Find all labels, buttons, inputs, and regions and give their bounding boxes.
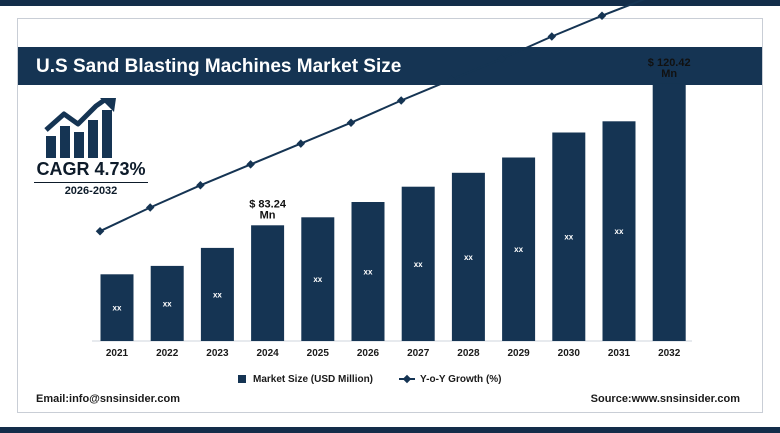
bar-label-2023: xx — [213, 290, 222, 299]
bar-2022 — [150, 265, 184, 341]
growth-line — [99, 0, 646, 233]
x-tick-label-2023: 2023 — [206, 348, 229, 359]
bar-2031 — [602, 121, 636, 341]
x-tick-label-2031: 2031 — [608, 348, 631, 359]
cagr-divider — [34, 182, 148, 183]
bar-label-2022: xx — [163, 300, 172, 309]
growth-point-2024 — [246, 160, 255, 169]
growth-point-2025 — [296, 139, 306, 148]
footer-email: Email:info@snsinsider.com — [36, 393, 180, 405]
bar-label-2029: xx — [514, 245, 523, 254]
x-tick-label-2032: 2032 — [658, 348, 681, 359]
bar-2024 — [251, 225, 285, 341]
bar-2026 — [351, 202, 385, 341]
legend: Market Size (USD Million) Y-o-Y Growth (… — [238, 372, 502, 386]
legend-item-growth: Y-o-Y Growth (%) — [420, 373, 502, 385]
top-band — [0, 0, 780, 6]
x-tick-label-2024: 2024 — [256, 348, 279, 359]
x-tick-label-2022: 2022 — [156, 348, 179, 359]
growth-point-2023 — [196, 181, 205, 190]
bar-label-2021: xx — [113, 304, 122, 313]
bar-2027 — [401, 186, 435, 341]
x-tick-label-2025: 2025 — [307, 348, 330, 359]
growth-point-2027 — [396, 96, 406, 105]
bar-label-2026: xx — [364, 268, 373, 277]
legend-item-market-size: Market Size (USD Million) — [253, 373, 374, 385]
bar-2023 — [200, 247, 234, 341]
growth-chart-icon — [44, 98, 116, 158]
bottom-band — [0, 427, 780, 433]
growth-point-2028 — [447, 75, 456, 84]
callout-value-2032: $ 120.42 — [648, 57, 691, 69]
bar-label-2030: xx — [564, 233, 573, 242]
callout-value-2024: $ 83.24 — [249, 198, 287, 210]
bar-label-2027: xx — [414, 260, 423, 269]
footer-source: Source:www.snsinsider.com — [590, 393, 740, 405]
title-bar: U.S Sand Blasting Machines Market Size — [18, 47, 762, 85]
x-tick-label-2026: 2026 — [357, 348, 380, 359]
callout-unit-2024: Mn — [260, 209, 276, 221]
growth-point-2026 — [346, 118, 356, 127]
x-tick-label-2027: 2027 — [407, 348, 430, 359]
x-tick-label-2021: 2021 — [106, 348, 129, 359]
bar-2029 — [502, 157, 536, 341]
growth-point-2021 — [95, 226, 105, 236]
cagr-block: CAGR 4.73% 2026-2032 — [28, 96, 158, 206]
chart-title: U.S Sand Blasting Machines Market Size — [36, 56, 402, 77]
bar-2021 — [100, 274, 134, 341]
growth-point-2029 — [497, 54, 506, 64]
growth-point-2031 — [597, 11, 607, 20]
legend-line-swatch — [399, 375, 416, 383]
bar-2028 — [451, 172, 485, 341]
growth-point-2022 — [145, 203, 155, 212]
cagr-period: 2026-2032 — [64, 185, 118, 197]
bar-2025 — [301, 217, 335, 341]
x-tick-label-2029: 2029 — [507, 348, 530, 359]
x-tick-label-2028: 2028 — [457, 348, 480, 359]
bar-label-2028: xx — [464, 253, 473, 262]
bar-label-2025: xx — [313, 275, 322, 284]
cagr-value: CAGR 4.73% — [36, 159, 146, 179]
x-tick-label-2030: 2030 — [558, 348, 581, 359]
bar-2032 — [652, 83, 686, 342]
bar-2030 — [552, 132, 586, 341]
legend-bar-swatch — [238, 375, 246, 383]
callout-unit-2032: Mn — [661, 68, 677, 80]
bar-label-2031: xx — [615, 227, 624, 236]
growth-point-2030 — [547, 32, 557, 41]
